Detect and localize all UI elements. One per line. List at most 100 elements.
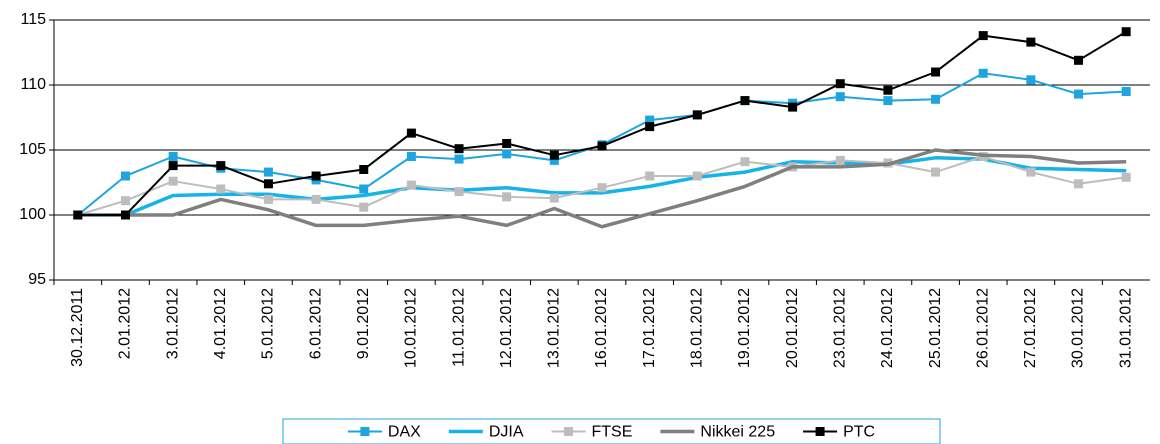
point xyxy=(263,167,273,177)
point xyxy=(502,149,512,159)
point xyxy=(120,210,130,220)
point xyxy=(216,161,226,171)
legend-label: DAX xyxy=(388,424,421,441)
legend: DAX DJIA FTSE Nikkei 225 PTC xyxy=(282,418,941,444)
point xyxy=(168,161,178,171)
point xyxy=(359,202,369,212)
x-tick-label: 3.01.2012 xyxy=(164,288,181,359)
point xyxy=(931,167,941,177)
point xyxy=(1026,167,1036,177)
x-tick-label: 30.01.2012 xyxy=(1070,288,1087,368)
x-tick-label: 5.01.2012 xyxy=(260,288,277,359)
point xyxy=(406,128,416,138)
x-tick-label: 18.01.2012 xyxy=(689,288,706,368)
legend-label: DJIA xyxy=(489,424,524,441)
x-tick-label: 26.01.2012 xyxy=(974,288,991,368)
y-tick-label: 100 xyxy=(19,206,46,223)
point xyxy=(168,152,178,161)
y-tick-label: 95 xyxy=(28,271,46,288)
legend-item: FTSE xyxy=(551,424,632,441)
series-line xyxy=(77,156,1127,217)
point xyxy=(311,171,321,181)
x-tick-label: 17.01.2012 xyxy=(641,288,658,368)
x-tick-label: 6.01.2012 xyxy=(307,288,324,359)
legend-item: DAX xyxy=(347,424,421,441)
point xyxy=(549,150,559,160)
point xyxy=(454,154,464,164)
point xyxy=(454,144,464,154)
x-tick-label: 25.01.2012 xyxy=(927,288,944,368)
x-tick-label: 9.01.2012 xyxy=(355,288,372,359)
x-tick-label: 19.01.2012 xyxy=(736,288,753,368)
point xyxy=(1074,55,1084,65)
point xyxy=(1074,89,1084,99)
point xyxy=(73,210,83,220)
point xyxy=(120,196,130,206)
point xyxy=(502,139,512,148)
point xyxy=(454,187,464,197)
x-tick-label: 12.01.2012 xyxy=(498,288,515,368)
legend-item: Nikkei 225 xyxy=(660,424,775,441)
legend-item: DJIA xyxy=(448,424,524,441)
point xyxy=(359,165,369,174)
point xyxy=(835,79,845,89)
point xyxy=(1121,172,1131,182)
point xyxy=(1026,37,1036,47)
point xyxy=(597,141,607,151)
point xyxy=(1026,75,1036,85)
point xyxy=(692,110,702,120)
x-tick-label: 30.12.2011 xyxy=(69,288,86,367)
point xyxy=(549,155,559,165)
x-tick-label: 24.01.2012 xyxy=(879,288,896,368)
point xyxy=(645,122,655,132)
x-tick-label: 13.01.2012 xyxy=(546,288,563,368)
point xyxy=(978,68,988,78)
x-tick-label: 16.01.2012 xyxy=(593,288,610,368)
point xyxy=(788,102,798,112)
x-tick-label: 2.01.2012 xyxy=(117,288,134,359)
point xyxy=(978,31,988,41)
legend-marker xyxy=(815,427,825,436)
point xyxy=(1121,87,1131,96)
point xyxy=(502,192,512,202)
point xyxy=(120,171,130,181)
point xyxy=(645,115,655,125)
point xyxy=(359,184,369,194)
legend-label: FTSE xyxy=(591,424,632,441)
legend-label: PTC xyxy=(843,424,875,441)
point xyxy=(740,96,750,106)
point xyxy=(835,92,845,102)
point xyxy=(1074,179,1084,189)
point xyxy=(597,183,607,193)
x-tick-label: 10.01.2012 xyxy=(403,288,420,368)
point xyxy=(883,85,893,95)
series-line xyxy=(77,148,1127,229)
point xyxy=(740,157,750,167)
point xyxy=(263,194,273,204)
point xyxy=(931,94,941,104)
x-tick-label: 4.01.2012 xyxy=(212,288,229,359)
point xyxy=(311,194,321,204)
point xyxy=(406,180,416,190)
point xyxy=(692,171,702,181)
point xyxy=(406,152,416,161)
point xyxy=(883,96,893,106)
point xyxy=(645,171,655,181)
point xyxy=(216,184,226,194)
legend-item: PTC xyxy=(803,424,875,441)
y-tick-label: 115 xyxy=(20,11,46,28)
x-tick-label: 23.01.2012 xyxy=(831,288,848,368)
legend-label: Nikkei 225 xyxy=(700,424,775,441)
x-tick-label: 31.01.2012 xyxy=(1117,288,1134,368)
x-tick-label: 11.01.2012 xyxy=(450,288,467,367)
point xyxy=(1121,27,1131,37)
legend-marker xyxy=(563,427,573,436)
point xyxy=(931,67,941,77)
point xyxy=(168,176,178,186)
point xyxy=(549,193,559,203)
y-tick-label: 105 xyxy=(19,141,46,158)
point xyxy=(835,155,845,165)
x-tick-label: 27.01.2012 xyxy=(1022,288,1039,368)
point xyxy=(263,179,273,189)
